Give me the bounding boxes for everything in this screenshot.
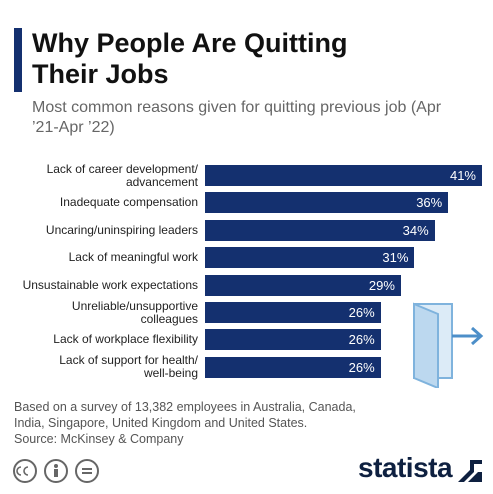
category-label: Lack of support for health/ well-being xyxy=(59,353,198,381)
chart-subtitle: Most common reasons given for quitting p… xyxy=(32,99,442,136)
door-icon xyxy=(413,302,484,388)
category-label: Lack of career development/ advancement xyxy=(46,161,198,189)
category-label: Unsustainable work expectations xyxy=(22,277,198,292)
value-label: 31% xyxy=(382,250,409,266)
bar: 36% xyxy=(205,192,449,214)
value-label: 41% xyxy=(449,168,476,183)
category-label: Uncaring/uninspiring leaders xyxy=(45,222,198,237)
bar: 26% xyxy=(205,329,381,351)
note: Based on a survey of 13,382 employees in… xyxy=(14,400,356,430)
category-label: Lack of workplace flexibility xyxy=(53,332,198,347)
bar: 26% xyxy=(205,302,381,323)
bar: 31% xyxy=(205,247,415,269)
source: Source: McKinsey & Company xyxy=(14,432,184,446)
category-label: Inadequate compensation xyxy=(59,195,198,210)
value-label: 26% xyxy=(348,332,375,348)
chart-title: Why People Are Quitting Their Jobs xyxy=(32,28,348,89)
value-label: 29% xyxy=(368,277,395,293)
value-label: 26% xyxy=(348,305,375,320)
value-label: 26% xyxy=(348,359,375,375)
brand-mark xyxy=(458,460,482,482)
category-label: Unreliable/unsupportive colleagues xyxy=(71,298,198,326)
category-label: Lack of meaningful work xyxy=(68,250,198,265)
value-label: 36% xyxy=(416,195,443,211)
brand-logo: statista xyxy=(358,452,453,483)
title-accent xyxy=(14,28,22,92)
license-icons xyxy=(13,459,99,483)
bar: 41% xyxy=(205,165,482,186)
bar: 26% xyxy=(205,356,381,378)
bar: 29% xyxy=(205,274,401,296)
value-label: 34% xyxy=(402,222,429,238)
bar: 34% xyxy=(205,219,435,241)
